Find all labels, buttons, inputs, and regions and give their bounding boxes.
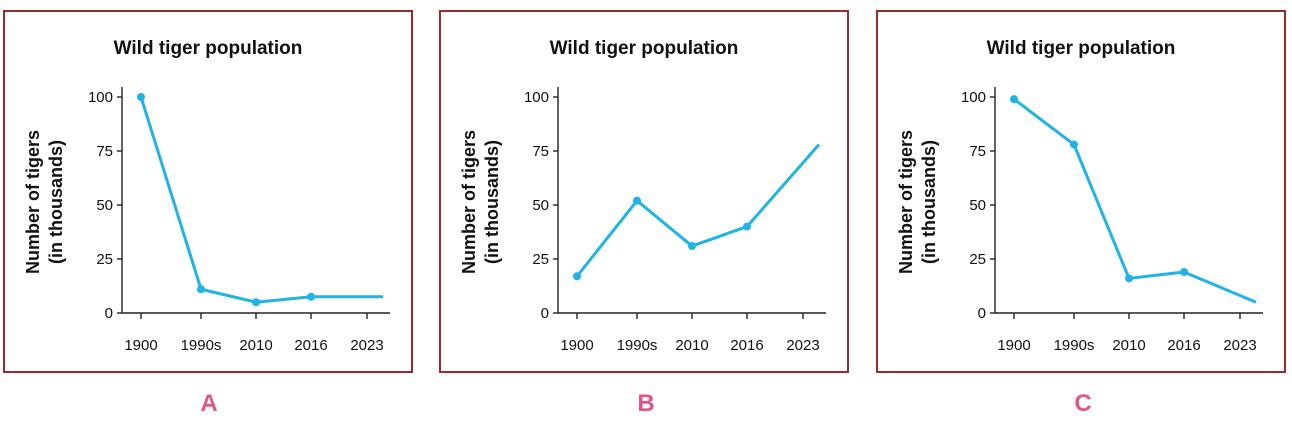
chart-b-title: Wild tiger population xyxy=(550,38,739,59)
chart-a-ylabel-line1: Number of tigers xyxy=(23,130,43,274)
chart-c-xtick-label-4: 2023 xyxy=(1223,337,1256,354)
chart-a-svg: Wild tiger population Number of tigers (in… xyxy=(23,38,390,354)
chart-a-point-1 xyxy=(197,285,205,294)
chart-b-ylabel: Number of tigers (in thousands) xyxy=(459,130,502,274)
chart-b-xtick-label-3: 2016 xyxy=(730,337,763,354)
panel-label-c: C xyxy=(1074,390,1092,417)
chart-c-ylabel-line2: (in thousands) xyxy=(919,140,939,264)
chart-a-point-2 xyxy=(252,298,260,307)
chart-c-xtick-label-2: 2010 xyxy=(1112,337,1145,354)
chart-a-series-line xyxy=(139,96,383,304)
chart-a-xtick-label-2: 2010 xyxy=(239,337,272,354)
chart-a-ytick-label-50: 50 xyxy=(96,197,113,214)
chart-c-xtick-label-0: 1900 xyxy=(997,337,1030,354)
chart-c-xtick-label-3: 2016 xyxy=(1167,337,1200,354)
chart-c-series-line xyxy=(1013,97,1257,304)
chart-a-xtick-label-3: 2016 xyxy=(294,337,327,354)
chart-panel-a: Wild tiger population Number of tigers (in… xyxy=(3,10,413,373)
chart-c-ylabel-line1: Number of tigers xyxy=(896,130,916,274)
chart-b-xtick-label-4: 2023 xyxy=(786,337,819,354)
chart-b-svg: Wild tiger population Number of tigers (in… xyxy=(459,38,826,354)
chart-a-point-3 xyxy=(307,292,315,301)
chart-panel-c: Wild tiger population Number of tigers (in… xyxy=(876,10,1286,373)
chart-c-title: Wild tiger population xyxy=(987,38,1176,59)
chart-c-point-1 xyxy=(1070,140,1078,149)
chart-a-ytick-label-0: 0 xyxy=(105,305,113,322)
chart-b-xtick-label-2: 2010 xyxy=(675,337,708,354)
chart-a-ylabel: Number of tigers (in thousands) xyxy=(23,130,66,274)
panel-label-b: B xyxy=(637,390,655,417)
chart-b-point-3 xyxy=(743,222,751,231)
chart-b-ytick-label-25: 25 xyxy=(532,251,549,268)
chart-b-series-line xyxy=(575,143,821,278)
chart-a-ytick-label-100: 100 xyxy=(88,89,113,106)
chart-a-ytick-label-75: 75 xyxy=(96,143,113,160)
chart-b-xtick-label-0: 1900 xyxy=(560,337,593,354)
chart-c-point-2 xyxy=(1125,274,1133,283)
chart-a-ylabel-line2: (in thousands) xyxy=(46,140,66,264)
chart-a-title: Wild tiger population xyxy=(114,38,303,59)
chart-b-point-1 xyxy=(633,196,641,205)
chart-c-ylabel: Number of tigers (in thousands) xyxy=(896,130,939,274)
chart-c-ytick-label-50: 50 xyxy=(969,197,986,214)
chart-b-ylabel-line2: (in thousands) xyxy=(482,140,502,264)
chart-b-point-2 xyxy=(688,242,696,251)
chart-c-svg: Wild tiger population Number of tigers (in… xyxy=(896,38,1263,354)
chart-a-xtick-label-0: 1900 xyxy=(124,337,157,354)
chart-b-ytick-label-0: 0 xyxy=(541,305,549,322)
chart-c-ytick-label-25: 25 xyxy=(969,251,986,268)
chart-b-ylabel-line1: Number of tigers xyxy=(459,130,479,274)
chart-c-point-0 xyxy=(1010,95,1018,104)
chart-a-xtick-label-4: 2023 xyxy=(350,337,383,354)
chart-c-ytick-label-75: 75 xyxy=(969,143,986,160)
chart-b-ytick-label-75: 75 xyxy=(532,143,549,160)
panel-label-a: A xyxy=(200,390,218,417)
chart-c-xtick-label-1: 1990s xyxy=(1054,337,1095,354)
chart-b-point-0 xyxy=(573,272,581,281)
chart-a-point-0 xyxy=(137,93,145,101)
chart-b-ytick-label-50: 50 xyxy=(532,197,549,214)
chart-a-ytick-label-25: 25 xyxy=(96,251,113,268)
chart-panel-b: Wild tiger population Number of tigers (in… xyxy=(439,10,849,373)
chart-b-ytick-label-100: 100 xyxy=(524,89,549,106)
chart-a-xtick-label-1: 1990s xyxy=(181,337,222,354)
chart-c-ytick-label-100: 100 xyxy=(961,89,986,106)
chart-b-xtick-label-1: 1990s xyxy=(617,337,658,354)
chart-c-point-3 xyxy=(1180,267,1188,276)
chart-c-ytick-label-0: 0 xyxy=(978,305,986,322)
